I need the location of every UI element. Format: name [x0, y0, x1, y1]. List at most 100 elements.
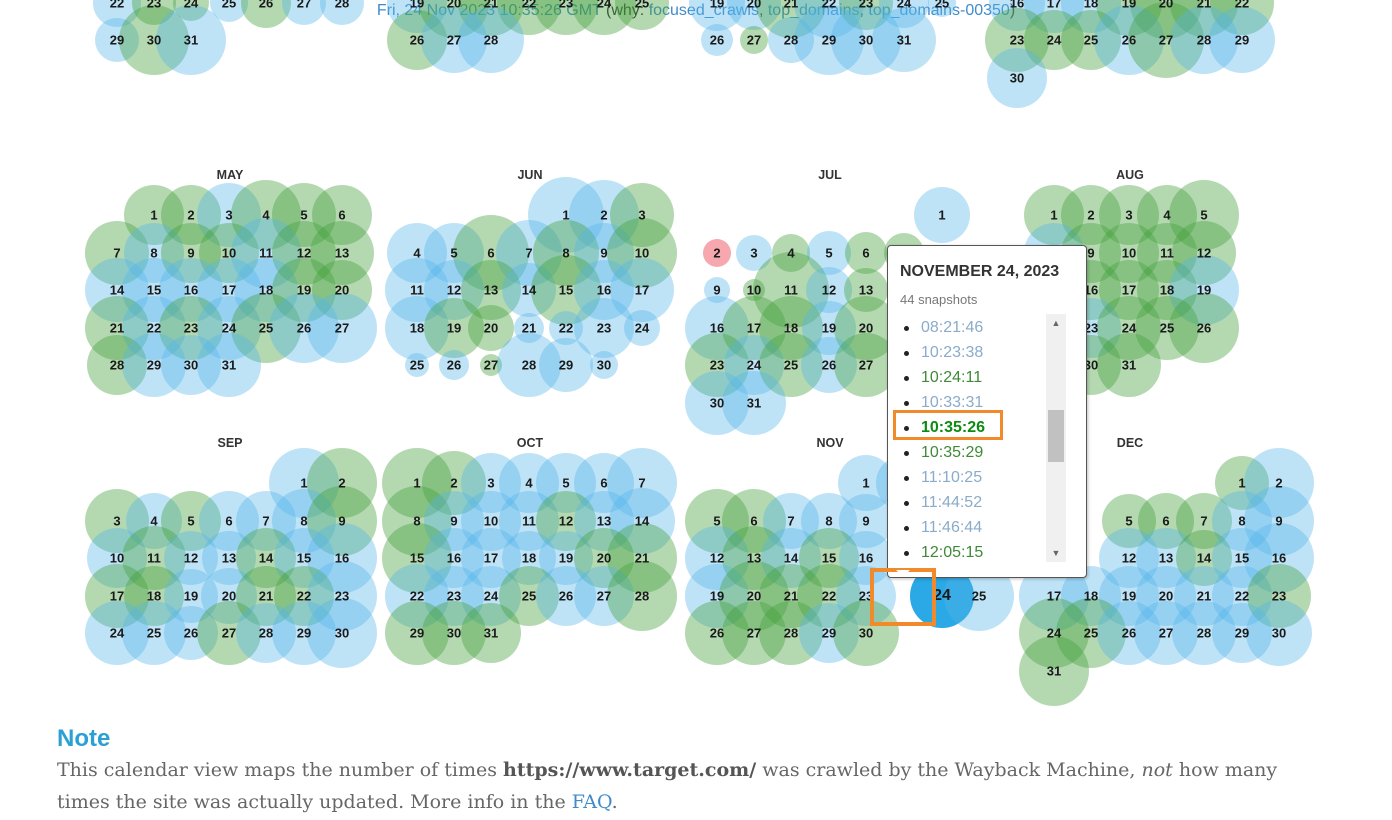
day-28[interactable]: 28	[258, 625, 274, 641]
day-2[interactable]: 2	[1275, 475, 1283, 491]
day-24[interactable]: 24	[746, 357, 762, 373]
day-25[interactable]: 25	[1159, 320, 1175, 336]
day-9[interactable]: 9	[1087, 245, 1095, 261]
day-13[interactable]: 13	[746, 550, 762, 566]
day-12[interactable]: 12	[296, 245, 312, 261]
day-28[interactable]: 28	[783, 32, 799, 48]
day-22[interactable]: 22	[558, 320, 574, 336]
day-5[interactable]: 5	[450, 245, 458, 261]
day-23[interactable]: 23	[1083, 320, 1099, 336]
day-19[interactable]: 19	[709, 588, 725, 604]
day-21[interactable]: 21	[483, 0, 499, 11]
day-30[interactable]: 30	[183, 357, 199, 373]
day-27[interactable]: 27	[221, 625, 237, 641]
day-27[interactable]: 27	[483, 357, 499, 373]
why-link-top-domains-00350[interactable]: top_domains-00350	[868, 2, 1010, 19]
day-20[interactable]: 20	[746, 588, 762, 604]
day-14[interactable]: 14	[1196, 550, 1212, 566]
day-10[interactable]: 10	[1121, 245, 1137, 261]
day-7[interactable]: 7	[1200, 513, 1208, 529]
day-5[interactable]: 5	[300, 207, 308, 223]
day-22[interactable]: 22	[821, 0, 837, 11]
day-16[interactable]: 16	[858, 550, 874, 566]
day-1[interactable]: 1	[1238, 475, 1246, 491]
day-3[interactable]: 3	[487, 475, 495, 491]
day-28[interactable]: 28	[783, 625, 799, 641]
day-24[interactable]: 24	[1046, 32, 1062, 48]
day-20[interactable]: 20	[746, 0, 762, 11]
day-30[interactable]: 30	[146, 32, 162, 48]
day-31[interactable]: 31	[483, 625, 499, 641]
day-14[interactable]: 14	[109, 282, 125, 298]
day-20[interactable]: 20	[483, 320, 499, 336]
day-2[interactable]: 2	[713, 245, 721, 261]
day-2[interactable]: 2	[600, 207, 608, 223]
day-26[interactable]: 26	[1196, 320, 1212, 336]
day-22[interactable]: 22	[146, 320, 162, 336]
day-21[interactable]: 21	[109, 320, 125, 336]
why-link-focused-crawls[interactable]: focused_crawls	[648, 2, 759, 19]
day-23[interactable]: 23	[596, 320, 612, 336]
why-link-top-domains[interactable]: top_domains	[767, 2, 860, 19]
day-22[interactable]: 22	[1234, 0, 1250, 11]
day-30[interactable]: 30	[709, 395, 725, 411]
day-24[interactable]: 24	[221, 320, 237, 336]
day-24[interactable]: 24	[483, 588, 499, 604]
day-2[interactable]: 2	[187, 207, 195, 223]
day-25[interactable]: 25	[221, 0, 237, 11]
day-12[interactable]: 12	[183, 550, 199, 566]
day-12[interactable]: 12	[558, 513, 574, 529]
day-19[interactable]: 19	[1196, 282, 1212, 298]
day-3[interactable]: 3	[750, 245, 758, 261]
day-19[interactable]: 19	[183, 588, 199, 604]
day-3[interactable]: 3	[225, 207, 233, 223]
day-18[interactable]: 18	[258, 282, 274, 298]
day-25[interactable]: 25	[1083, 625, 1099, 641]
day-27[interactable]: 27	[446, 32, 462, 48]
day-20[interactable]: 20	[334, 282, 350, 298]
day-28[interactable]: 28	[483, 32, 499, 48]
day-17[interactable]: 17	[221, 282, 237, 298]
day-19[interactable]: 19	[821, 320, 837, 336]
day-23[interactable]: 23	[1009, 32, 1025, 48]
day-22[interactable]: 22	[109, 0, 125, 11]
day-8[interactable]: 8	[300, 513, 308, 529]
day-8[interactable]: 8	[1238, 513, 1246, 529]
day-1[interactable]: 1	[150, 207, 158, 223]
day-23[interactable]: 23	[183, 320, 199, 336]
day-26[interactable]: 26	[258, 0, 274, 11]
day-3[interactable]: 3	[638, 207, 646, 223]
day-17[interactable]: 17	[1046, 588, 1062, 604]
day-23[interactable]: 23	[1271, 588, 1287, 604]
day-7[interactable]: 7	[262, 513, 270, 529]
day-15[interactable]: 15	[146, 282, 162, 298]
day-24[interactable]: 24	[183, 0, 199, 11]
day-25[interactable]: 25	[783, 357, 799, 373]
day-23[interactable]: 23	[558, 0, 574, 11]
day-14[interactable]: 14	[783, 550, 799, 566]
day-24[interactable]: 24	[1046, 625, 1062, 641]
day-4[interactable]: 4	[150, 513, 158, 529]
day-23[interactable]: 23	[334, 588, 350, 604]
day-29[interactable]: 29	[821, 32, 837, 48]
day-8[interactable]: 8	[413, 513, 421, 529]
day-29[interactable]: 29	[821, 625, 837, 641]
day-16[interactable]: 16	[596, 282, 612, 298]
day-20[interactable]: 20	[1158, 588, 1174, 604]
day-1[interactable]: 1	[413, 475, 421, 491]
day-24[interactable]: 24	[596, 0, 612, 11]
day-12[interactable]: 12	[1196, 245, 1212, 261]
day-24[interactable]: 24	[1121, 320, 1137, 336]
day-12[interactable]: 12	[1121, 550, 1137, 566]
snapshot-time-link[interactable]: 08:21:46	[888, 316, 1048, 341]
day-9[interactable]: 9	[600, 245, 608, 261]
day-11[interactable]: 11	[522, 513, 536, 529]
day-30[interactable]: 30	[1083, 357, 1099, 373]
day-19[interactable]: 19	[1121, 0, 1137, 11]
day-10[interactable]: 10	[221, 245, 237, 261]
day-30[interactable]: 30	[596, 357, 612, 373]
snapshot-list[interactable]: 08:21:46 10:23:38 10:24:11 10:33:31 10:35:26…	[888, 316, 1048, 562]
day-23[interactable]: 23	[858, 588, 874, 604]
day-9[interactable]: 9	[450, 513, 458, 529]
day-14[interactable]: 14	[521, 282, 537, 298]
